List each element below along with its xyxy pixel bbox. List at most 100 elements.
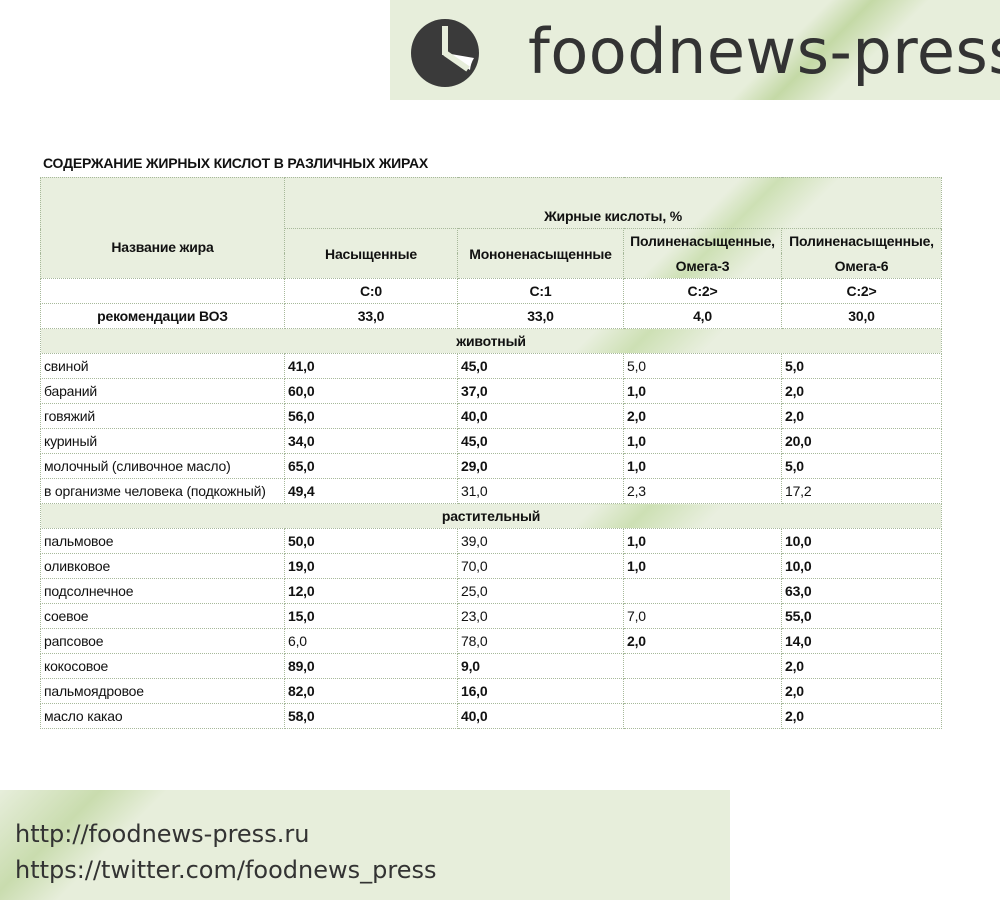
- value-cell: 10,0: [780, 553, 943, 579]
- who-recommendation-label: рекомендации ВОЗ: [40, 303, 285, 329]
- value-cell: 58,0: [284, 703, 458, 729]
- table-row: масло какао 58,0 40,0 2,0: [40, 703, 943, 729]
- value-cell: 5,0: [623, 353, 782, 379]
- value-cell: 40,0: [457, 703, 624, 729]
- fat-name-cell: масло какао: [40, 703, 285, 729]
- fat-name-cell: свиной: [40, 353, 285, 379]
- fat-name-cell: кокосовое: [40, 653, 285, 679]
- code-row-label: [40, 278, 285, 304]
- value-cell: 5,0: [780, 353, 943, 379]
- value-cell: [623, 678, 782, 704]
- site-link[interactable]: http://foodnews-press.ru: [15, 820, 310, 848]
- footer-banner: http://foodnews-press.ru https://twitter…: [0, 790, 730, 900]
- value-cell: 7,0: [623, 603, 782, 629]
- document-title: СОДЕРЖАНИЕ ЖИРНЫХ КИСЛОТ В РАЗЛИЧНЫХ ЖИР…: [43, 155, 428, 171]
- value-cell: 70,0: [457, 553, 624, 579]
- table-row: соевое 15,0 23,0 7,0 55,0: [40, 603, 943, 629]
- fat-name-cell: говяжий: [40, 403, 285, 429]
- value-cell: 82,0: [284, 678, 458, 704]
- value-cell: 15,0: [284, 603, 458, 629]
- value-cell: [623, 578, 782, 604]
- value-cell: 14,0: [780, 628, 943, 654]
- value-cell: 16,0: [457, 678, 624, 704]
- table-row: в организме человека (подкожный) 49,4 31,0…: [40, 478, 943, 504]
- value-cell: 20,0: [780, 428, 943, 454]
- fat-name-cell: в организме человека (подкожный): [40, 478, 285, 504]
- value-cell: 2,3: [623, 478, 782, 504]
- value-cell: 1,0: [623, 528, 782, 554]
- twitter-link[interactable]: https://twitter.com/foodnews_press: [15, 856, 437, 884]
- value-cell: 40,0: [457, 403, 624, 429]
- section-header-row: животный: [39, 328, 943, 354]
- table-row: бараний 60,0 37,0 1,0 2,0: [40, 378, 943, 404]
- fat-name-cell: оливковое: [40, 553, 285, 579]
- value-cell: 50,0: [284, 528, 458, 554]
- pie-clock-icon: [411, 19, 479, 87]
- value-cell: 1,0: [623, 428, 782, 454]
- value-cell: 1,0: [623, 453, 782, 479]
- value-cell: 49,4: [284, 478, 458, 504]
- value-cell: 56,0: [284, 403, 458, 429]
- value-cell: 2,0: [780, 653, 943, 679]
- table-row: свиной 41,0 45,0 5,0 5,0: [40, 353, 943, 379]
- value-cell: 2,0: [780, 678, 943, 704]
- value-cell: 39,0: [457, 528, 624, 554]
- value-cell: 29,0: [457, 453, 624, 479]
- fat-name-cell: бараний: [40, 378, 285, 404]
- value-cell: 89,0: [284, 653, 458, 679]
- value-cell: 78,0: [457, 628, 624, 654]
- value-cell: 45,0: [457, 428, 624, 454]
- value-cell: 41,0: [284, 353, 458, 379]
- data-table: Название жира Жирные кислоты, % Насыщенн…: [39, 177, 943, 729]
- column-header-monounsaturated: Мононенасыщенные: [457, 228, 624, 279]
- column-header-omega3-line2: Омега-3: [623, 253, 782, 279]
- value-cell: 31,0: [457, 478, 624, 504]
- column-group-header: Жирные кислоты, %: [283, 177, 943, 229]
- brand-name: foodnews-press: [528, 15, 1000, 88]
- fatty-acids-table: Название жира Жирные кислоты, % Насыщенн…: [39, 177, 943, 738]
- table-row: рапсовое 6,0 78,0 2,0 14,0: [40, 628, 943, 654]
- value-cell: 23,0: [457, 603, 624, 629]
- table-row: кокосовое 89,0 9,0 2,0: [40, 653, 943, 679]
- value-cell: 34,0: [284, 428, 458, 454]
- table-row: подсолнечное 12,0 25,0 63,0: [40, 578, 943, 604]
- value-cell: 1,0: [623, 553, 782, 579]
- value-cell: 5,0: [780, 453, 943, 479]
- who-omega6: 30,0: [780, 303, 943, 329]
- table-row: говяжий 56,0 40,0 2,0 2,0: [40, 403, 943, 429]
- column-header-omega3-line1: Полиненасыщенные,: [623, 228, 782, 253]
- value-cell: 2,0: [780, 378, 943, 404]
- value-cell: 12,0: [284, 578, 458, 604]
- fat-name-cell: подсолнечное: [40, 578, 285, 604]
- code-omega3: C:2>: [623, 278, 782, 304]
- value-cell: 1,0: [623, 378, 782, 404]
- section-title: животный: [39, 328, 943, 354]
- column-header-omega6-line1: Полиненасыщенные,: [780, 228, 943, 253]
- code-saturated: C:0: [284, 278, 458, 304]
- code-omega6: C:2>: [780, 278, 943, 304]
- value-cell: 2,0: [623, 628, 782, 654]
- table-row: пальмовое 50,0 39,0 1,0 10,0: [40, 528, 943, 554]
- fat-name-cell: молочный (сливочное масло): [40, 453, 285, 479]
- header-banner: [390, 0, 1000, 100]
- who-monounsaturated: 33,0: [457, 303, 624, 329]
- value-cell: [623, 703, 782, 729]
- fat-name-cell: куриный: [40, 428, 285, 454]
- section-header-row: растительный: [39, 503, 943, 529]
- column-header-saturated: Насыщенные: [284, 228, 458, 279]
- table-row: пальмоядровое 82,0 16,0 2,0: [40, 678, 943, 704]
- fat-name-cell: пальмоядровое: [40, 678, 285, 704]
- value-cell: 2,0: [623, 403, 782, 429]
- column-header-name: Название жира: [40, 177, 285, 279]
- value-cell: 45,0: [457, 353, 624, 379]
- value-cell: 55,0: [780, 603, 943, 629]
- value-cell: 60,0: [284, 378, 458, 404]
- value-cell: 9,0: [457, 653, 624, 679]
- section-title: растительный: [39, 503, 943, 529]
- table-row: молочный (сливочное масло) 65,0 29,0 1,0 5,0: [40, 453, 943, 479]
- table-row: куриный 34,0 45,0 1,0 20,0: [40, 428, 943, 454]
- value-cell: 25,0: [457, 578, 624, 604]
- fat-name-cell: рапсовое: [40, 628, 285, 654]
- value-cell: 2,0: [780, 403, 943, 429]
- who-saturated: 33,0: [284, 303, 458, 329]
